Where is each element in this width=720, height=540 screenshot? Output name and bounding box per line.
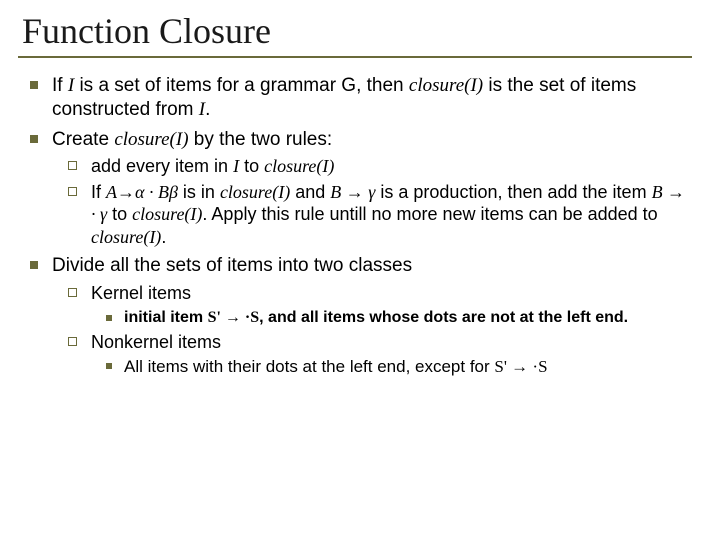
title-rule: Function Closure [18, 10, 692, 58]
open-square-bullet-icon [68, 288, 77, 297]
slide-title: Function Closure [18, 10, 692, 52]
open-square-bullet-icon [68, 337, 77, 346]
bullet-3: Divide all the sets of items into two cl… [30, 254, 686, 278]
open-square-bullet-icon [68, 161, 77, 170]
bullet-2a: add every item in I to closure(I) [68, 155, 686, 178]
square-bullet-icon [30, 81, 38, 89]
square-bullet-icon [106, 315, 112, 321]
slide: Function Closure If I is a set of items … [0, 0, 720, 540]
bullet-3a1-text: initial item S' → ·S, and all items whos… [124, 308, 686, 328]
square-bullet-icon [30, 261, 38, 269]
bullet-2a-text: add every item in I to closure(I) [91, 155, 686, 178]
open-square-bullet-icon [68, 187, 77, 196]
bullet-3b-text: Nonkernel items [91, 331, 686, 354]
bullet-2b-text: If A→α · Bβ is in closure(I) and B → γ i… [91, 181, 686, 249]
bullet-3b: Nonkernel items [68, 331, 686, 354]
bullet-3a-text: Kernel items [91, 282, 686, 305]
bullet-1-text: If I is a set of items for a grammar G, … [52, 74, 686, 122]
bullet-2b: If A→α · Bβ is in closure(I) and B → γ i… [68, 181, 686, 249]
bullet-3a1: initial item S' → ·S, and all items whos… [106, 308, 686, 328]
bullet-3a: Kernel items [68, 282, 686, 305]
bullet-3b1: All items with their dots at the left en… [106, 356, 686, 377]
square-bullet-icon [30, 135, 38, 143]
bullet-3-text: Divide all the sets of items into two cl… [52, 254, 686, 278]
bullet-3b1-text: All items with their dots at the left en… [124, 356, 686, 377]
bullet-1: If I is a set of items for a grammar G, … [30, 74, 686, 122]
square-bullet-icon [106, 363, 112, 369]
bullet-2: Create closure(I) by the two rules: [30, 128, 686, 152]
slide-body: If I is a set of items for a grammar G, … [18, 74, 692, 377]
bullet-2-text: Create closure(I) by the two rules: [52, 128, 686, 152]
